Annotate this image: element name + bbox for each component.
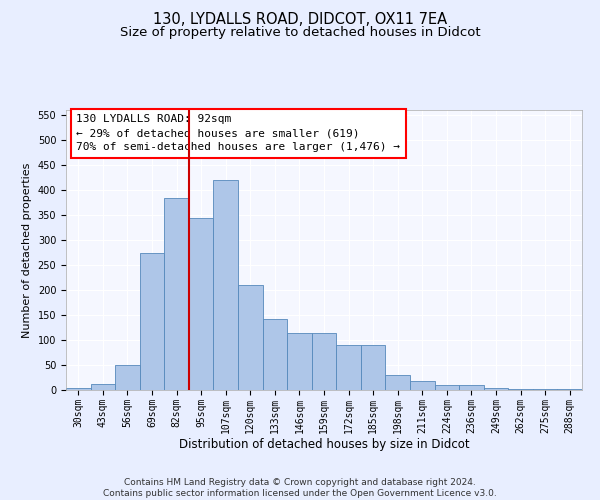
Bar [557,389,582,390]
Bar [287,332,312,390]
Bar [238,285,263,390]
Bar [140,252,164,390]
Bar [361,345,385,390]
Text: 130 LYDALLS ROAD: 92sqm
← 29% of detached houses are smaller (619)
70% of semi-d: 130 LYDALLS ROAD: 92sqm ← 29% of detache… [76,114,400,152]
Bar [336,345,361,390]
X-axis label: Distribution of detached houses by size in Didcot: Distribution of detached houses by size … [179,438,469,452]
Bar [91,384,115,390]
Bar [263,318,287,390]
Bar [164,198,189,390]
Bar [385,375,410,390]
Text: 130, LYDALLS ROAD, DIDCOT, OX11 7EA: 130, LYDALLS ROAD, DIDCOT, OX11 7EA [153,12,447,28]
Bar [312,332,336,390]
Bar [434,385,459,390]
Bar [533,389,557,390]
Text: Size of property relative to detached houses in Didcot: Size of property relative to detached ho… [119,26,481,39]
Y-axis label: Number of detached properties: Number of detached properties [22,162,32,338]
Text: Contains HM Land Registry data © Crown copyright and database right 2024.
Contai: Contains HM Land Registry data © Crown c… [103,478,497,498]
Bar [214,180,238,390]
Bar [189,218,214,390]
Bar [459,385,484,390]
Bar [508,389,533,390]
Bar [410,381,434,390]
Bar [66,388,91,390]
Bar [115,365,140,390]
Bar [484,388,508,390]
